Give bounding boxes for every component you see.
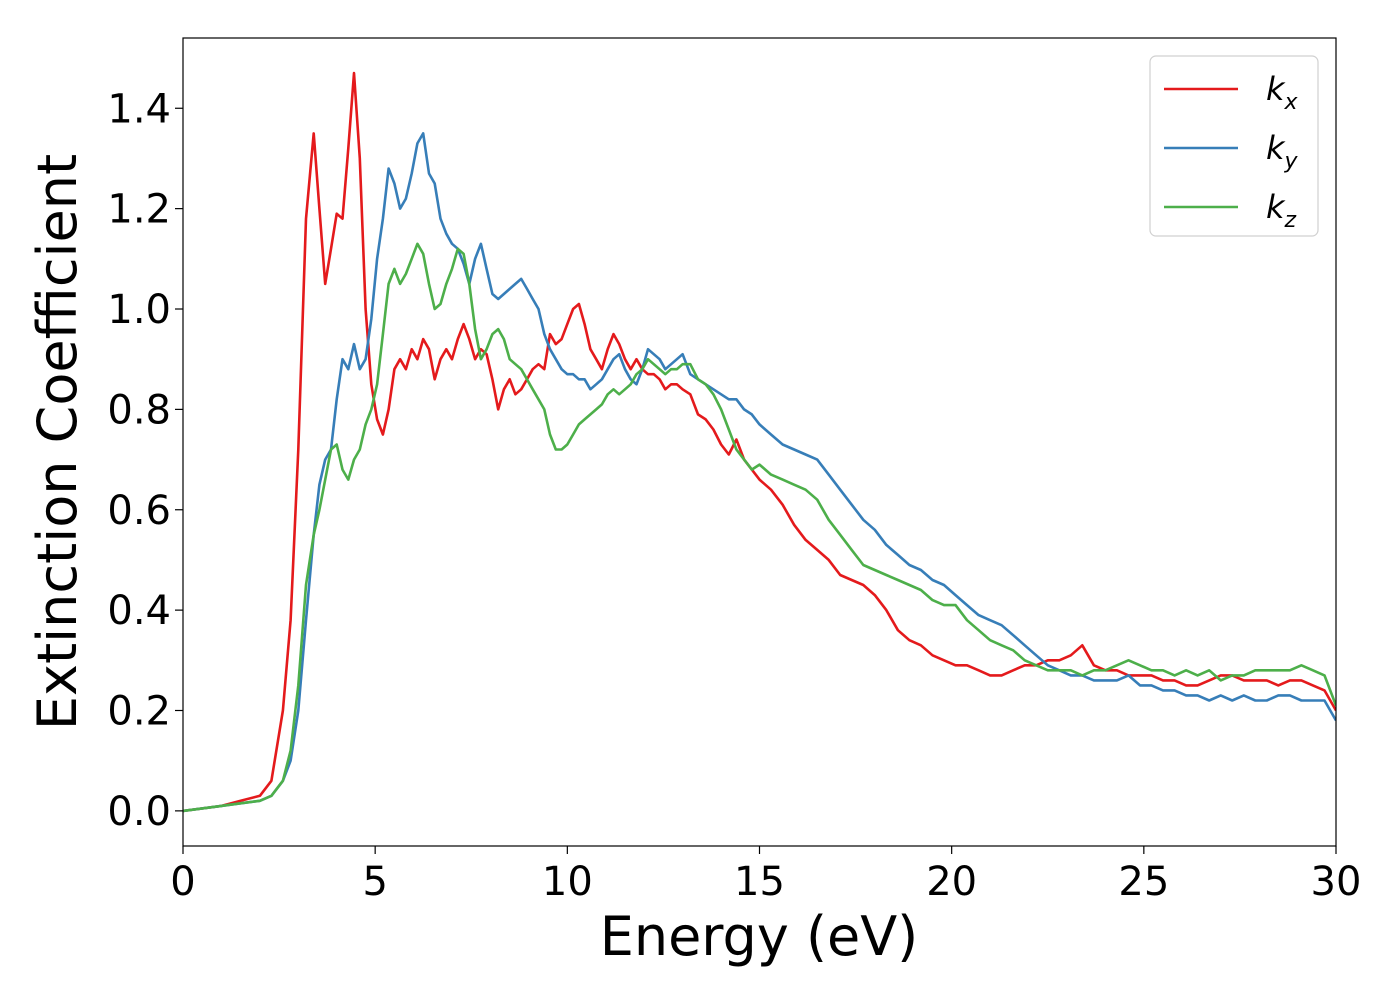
x-axis-title: Energy (eV)	[600, 905, 919, 968]
x-tick-label: 15	[734, 859, 785, 905]
series-line-x	[183, 71, 1336, 813]
y-tick-label: 0.0	[107, 789, 171, 835]
x-axis-ticks: 0 5 10 15 20 25 30	[170, 846, 1361, 905]
x-tick-label: 20	[926, 859, 977, 905]
legend-box	[1149, 55, 1319, 237]
y-tick-label: 1.4	[107, 86, 171, 132]
x-tick-label: 10	[542, 859, 593, 905]
y-axis-ticks: 0.0 0.2 0.4 0.6 0.8 1.0 1.2 1.4	[107, 86, 183, 835]
y-tick-label: 1.2	[107, 187, 171, 233]
series-layer	[183, 71, 1336, 813]
y-axis-title: Extinction Coefficient	[26, 154, 89, 730]
y-tick-label: 1.0	[107, 287, 171, 333]
y-tick-label: 0.8	[107, 387, 171, 433]
y-tick-label: 0.4	[107, 588, 171, 634]
y-tick-label: 0.2	[107, 688, 171, 734]
series-line-z	[183, 242, 1336, 813]
x-tick-label: 5	[362, 859, 387, 905]
x-tick-label: 25	[1118, 859, 1169, 905]
x-tick-label: 30	[1311, 859, 1362, 905]
x-tick-label: 0	[170, 859, 195, 905]
y-tick-label: 0.6	[107, 488, 171, 534]
